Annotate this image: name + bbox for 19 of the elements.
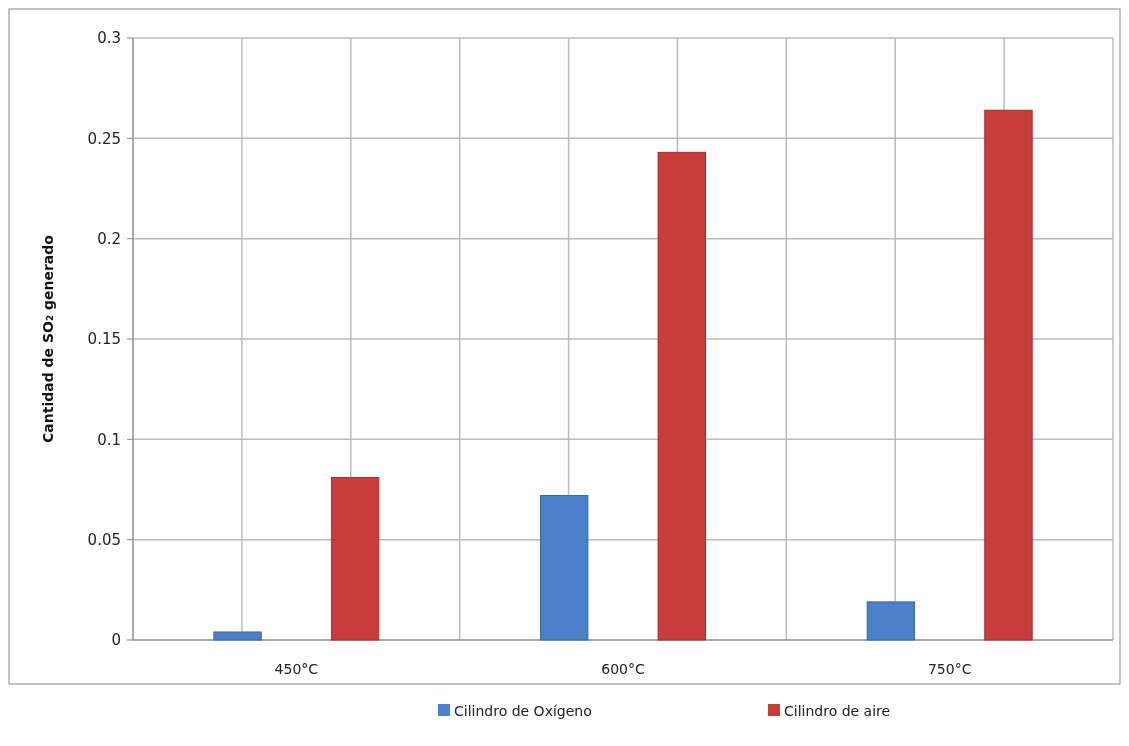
- bar: [657, 151, 706, 641]
- x-tick-label: 450°C: [274, 661, 319, 677]
- y-tick-label: 0.3: [97, 29, 121, 48]
- y-axis-title: Cantidad de SO₂ generado: [40, 234, 56, 443]
- bar: [213, 631, 262, 641]
- bar: [984, 109, 1033, 641]
- y-tick-label: 0.25: [87, 129, 121, 148]
- legend-label: Cilindro de Oxígeno: [454, 703, 592, 719]
- y-tick-label: 0.15: [87, 330, 121, 349]
- y-tick-label: 0.1: [97, 430, 121, 449]
- y-tick-label: 0: [111, 631, 121, 650]
- x-tick-label: 750°C: [927, 661, 972, 677]
- bar: [540, 495, 589, 641]
- y-tick-label: 0.05: [87, 530, 121, 549]
- legend-label: Cilindro de aire: [784, 703, 891, 719]
- bar: [866, 601, 916, 641]
- y-tick-label: 0.2: [97, 229, 121, 248]
- x-tick-label: 600°C: [601, 661, 645, 677]
- bar: [330, 476, 380, 641]
